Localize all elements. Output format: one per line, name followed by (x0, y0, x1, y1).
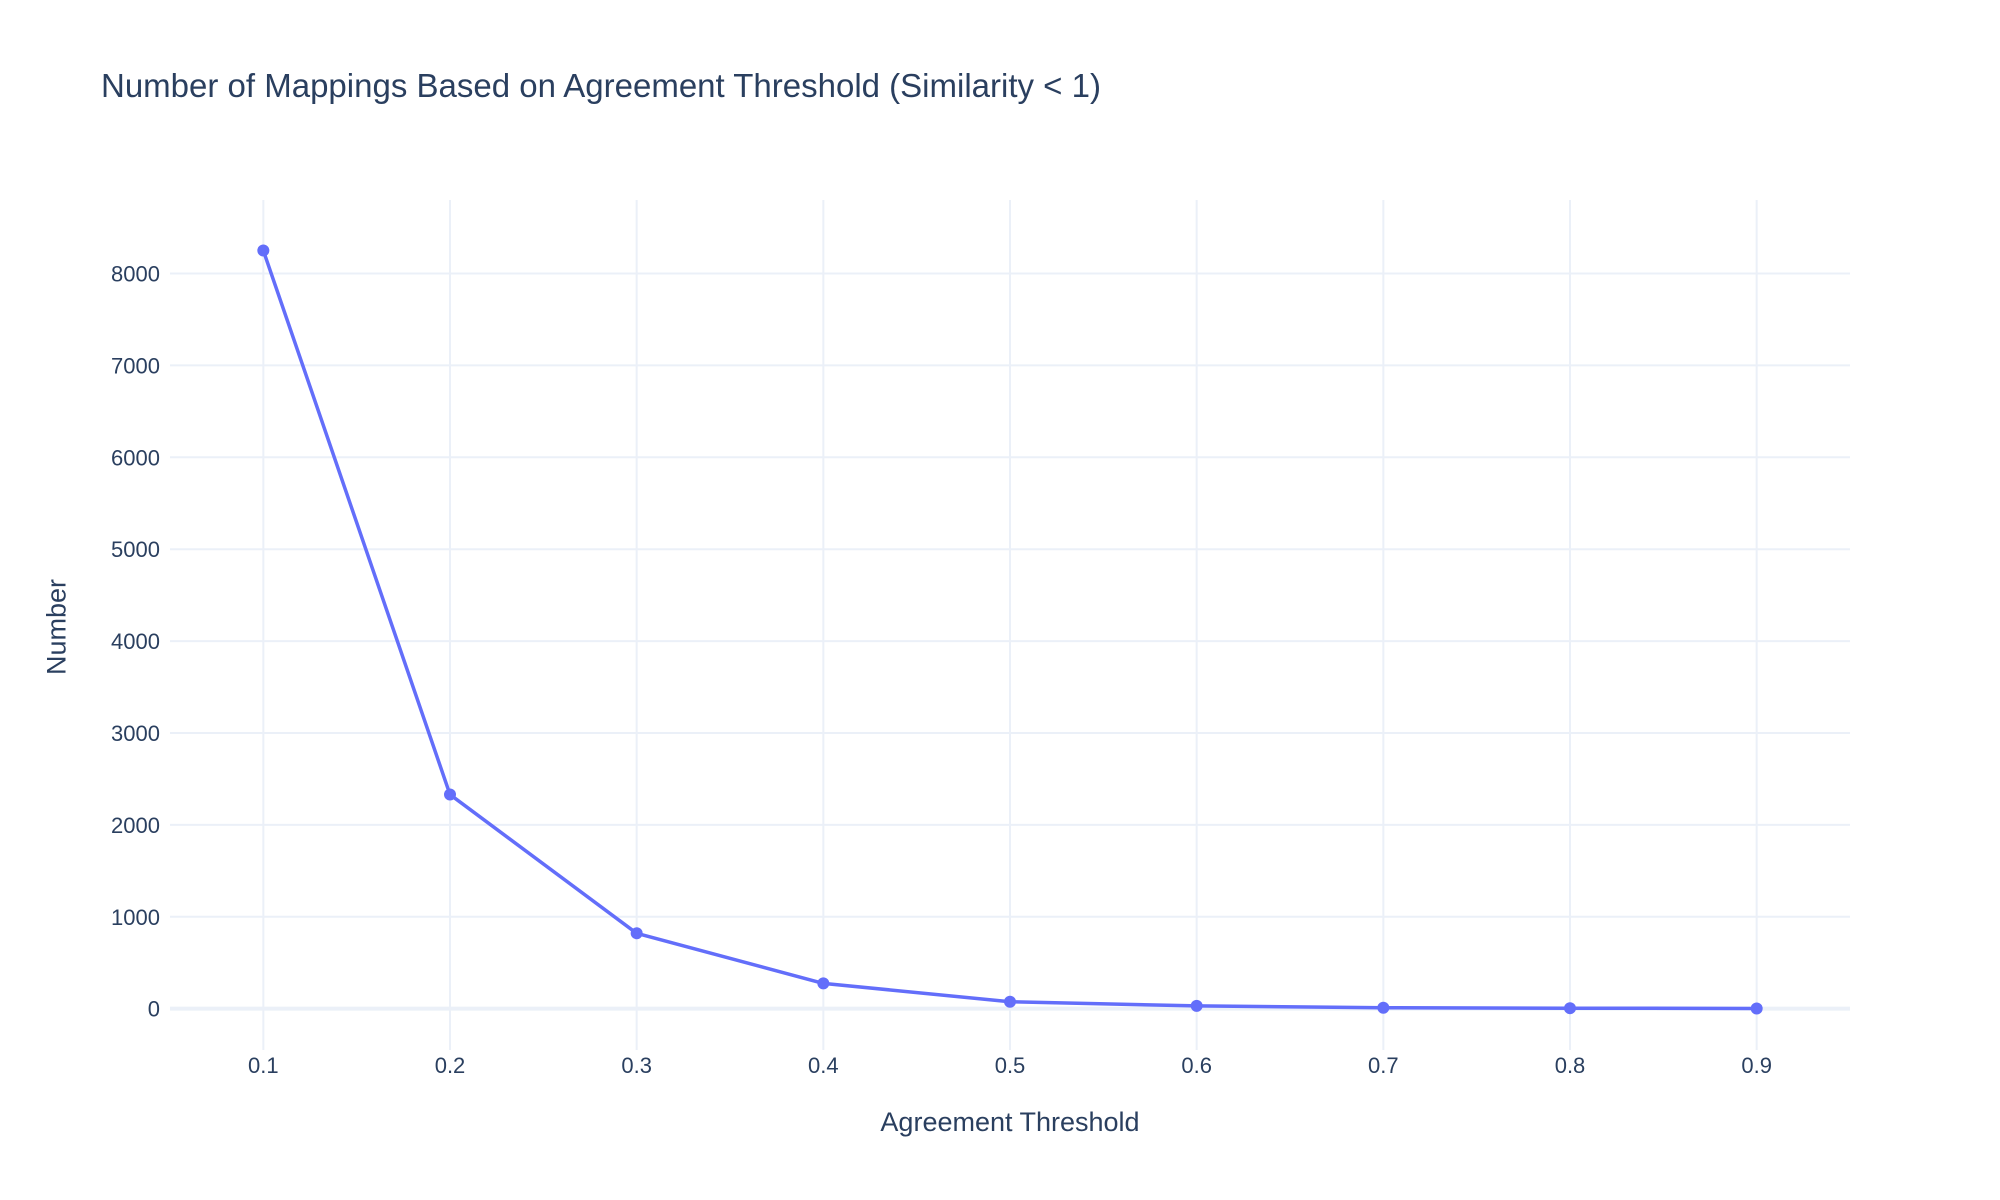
x-tick-label: 0.9 (1741, 1053, 1772, 1078)
data-point (1004, 995, 1016, 1008)
data-point (1750, 1002, 1763, 1015)
gridlines (170, 200, 1850, 1050)
data-point (257, 244, 270, 257)
data-point (817, 977, 830, 990)
series-layer (257, 244, 1763, 1015)
y-tick-label: 8000 (111, 262, 160, 287)
x-tick-label: 0.4 (808, 1053, 839, 1078)
x-tick-label: 0.7 (1368, 1053, 1399, 1078)
data-point (1377, 1001, 1390, 1014)
y-axis-title: Number (41, 579, 71, 675)
y-tick-label: 3000 (111, 721, 160, 746)
chart-title: Number of Mappings Based on Agreement Th… (101, 67, 1101, 104)
y-tick-label: 4000 (111, 629, 160, 654)
y-tick-label: 2000 (111, 813, 160, 838)
x-axis-title: Agreement Threshold (880, 1107, 1139, 1137)
data-point (1564, 1002, 1576, 1015)
y-tick-label: 1000 (111, 905, 160, 930)
y-tick-label: 0 (148, 997, 160, 1022)
x-tick-label: 0.3 (621, 1053, 652, 1078)
data-point (444, 788, 456, 801)
x-tick-label: 0.8 (1555, 1053, 1586, 1078)
y-tick-label: 7000 (111, 353, 160, 378)
y-tick-label: 6000 (111, 445, 160, 470)
x-tick-label: 0.1 (248, 1053, 279, 1078)
y-axis-ticks: 0 1000 2000 3000 4000 5000 6000 7000 8000 (111, 262, 160, 1022)
data-point (630, 927, 643, 940)
x-tick-label: 0.2 (435, 1053, 466, 1078)
data-point (1190, 999, 1203, 1012)
y-tick-label: 5000 (111, 537, 160, 562)
x-tick-label: 0.5 (995, 1053, 1026, 1078)
x-axis-ticks: 0.1 0.2 0.3 0.4 0.5 0.6 0.7 0.8 0.9 (248, 1053, 1772, 1078)
x-tick-label: 0.6 (1181, 1053, 1212, 1078)
